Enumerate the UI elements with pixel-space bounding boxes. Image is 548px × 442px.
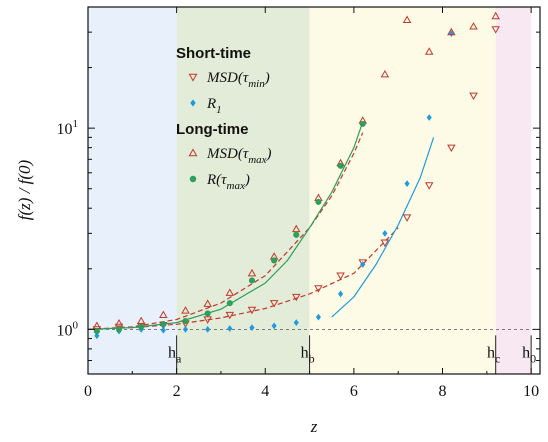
- legend-group-title-1: Long-time: [176, 121, 249, 138]
- fit-curve-1: [331, 137, 435, 318]
- point-s0-10: [314, 285, 323, 293]
- plot-frame: [87, 6, 541, 375]
- point-s1-7: [249, 324, 255, 332]
- point-s2-16: [447, 27, 456, 36]
- point-s2-4: [181, 306, 190, 314]
- point-s2-9: [292, 224, 301, 233]
- point-s0-12: [358, 259, 368, 267]
- point-s0-16: [447, 144, 456, 153]
- point-s2-15: [424, 47, 434, 55]
- point-s1-0: [94, 332, 100, 340]
- shaded-regions: [88, 7, 532, 374]
- point-s0-5: [203, 316, 212, 324]
- point-s3-3: [160, 321, 167, 328]
- point-s1-9: [293, 319, 299, 327]
- point-s0-8: [269, 300, 279, 308]
- x-tick-label-0: 0: [84, 383, 92, 400]
- legend-group-title-0: Short-time: [176, 45, 251, 62]
- point-s3-10: [315, 198, 322, 205]
- data-points: [92, 11, 500, 340]
- legend: Short-timeMSD(τmin)R1Long-timeMSD(τmax)R…: [176, 45, 272, 192]
- point-s2-14: [402, 15, 412, 23]
- x-tick-label-1: 2: [173, 383, 181, 400]
- point-s3-9: [293, 231, 300, 238]
- point-s1-3: [160, 326, 166, 334]
- point-s1-13: [382, 229, 388, 237]
- point-s2-18: [491, 11, 500, 20]
- point-s1-6: [227, 325, 233, 332]
- point-s2-17: [469, 22, 478, 30]
- point-s1-8: [271, 322, 277, 330]
- point-s3-8: [271, 257, 278, 264]
- point-s0-17: [469, 92, 478, 101]
- point-s2-6: [225, 288, 235, 296]
- point-s2-1: [114, 319, 124, 327]
- region-band-0: [88, 7, 177, 374]
- x-axis-ticks: 0 2 4 6 8 10: [84, 7, 539, 400]
- legend-marker-0-1: [190, 99, 196, 107]
- point-s2-2: [136, 316, 146, 325]
- point-s3-1: [115, 326, 123, 333]
- region-band-2: [309, 7, 496, 374]
- y-tick-label-1: 101: [57, 118, 79, 138]
- point-s0-18: [491, 26, 500, 34]
- point-s2-13: [380, 69, 390, 78]
- fit-curve-2: [88, 132, 364, 330]
- point-s2-7: [247, 268, 257, 277]
- legend-marker-0-0: [188, 73, 198, 82]
- fit-curve-3: [88, 122, 364, 330]
- point-s3-5: [204, 310, 211, 317]
- point-s1-10: [315, 313, 321, 321]
- point-s3-4: [182, 317, 189, 325]
- point-s1-14: [404, 180, 410, 188]
- point-s2-5: [203, 299, 212, 307]
- legend-marker-1-0: [188, 148, 198, 157]
- point-s1-15: [426, 114, 432, 121]
- y-axis-label: f(z) / f(0): [15, 159, 34, 220]
- legend-marker-1-1: [189, 175, 197, 183]
- x-tick-label-3: 6: [350, 383, 358, 400]
- point-s3-12: [359, 120, 366, 127]
- point-s1-12: [360, 261, 366, 268]
- y-tick-label-0: 100: [57, 319, 79, 339]
- point-s0-11: [336, 272, 345, 281]
- point-s3-6: [226, 300, 233, 307]
- point-s2-3: [159, 310, 168, 318]
- point-s1-11: [338, 290, 344, 298]
- region-band-3: [495, 7, 532, 374]
- x-axis-label: z: [310, 417, 318, 436]
- point-s0-15: [424, 182, 434, 190]
- x-tick-label-4: 8: [439, 383, 447, 400]
- point-s0-14: [402, 214, 412, 222]
- point-s0-7: [247, 306, 257, 315]
- x-tick-label-2: 4: [261, 383, 269, 400]
- point-s3-11: [337, 162, 344, 169]
- point-s1-5: [205, 325, 211, 333]
- point-s3-0: [93, 328, 100, 335]
- point-s1-4: [182, 325, 189, 333]
- point-s3-7: [248, 277, 256, 284]
- point-s0-6: [225, 311, 235, 320]
- point-s0-13: [380, 239, 390, 247]
- x-tick-label-5: 10: [523, 383, 539, 400]
- point-s3-2: [138, 323, 145, 330]
- point-s0-9: [292, 293, 301, 302]
